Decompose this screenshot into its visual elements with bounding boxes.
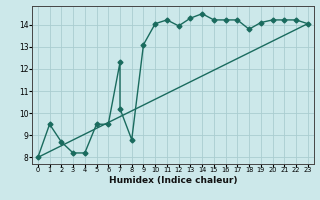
X-axis label: Humidex (Indice chaleur): Humidex (Indice chaleur) [108,176,237,185]
